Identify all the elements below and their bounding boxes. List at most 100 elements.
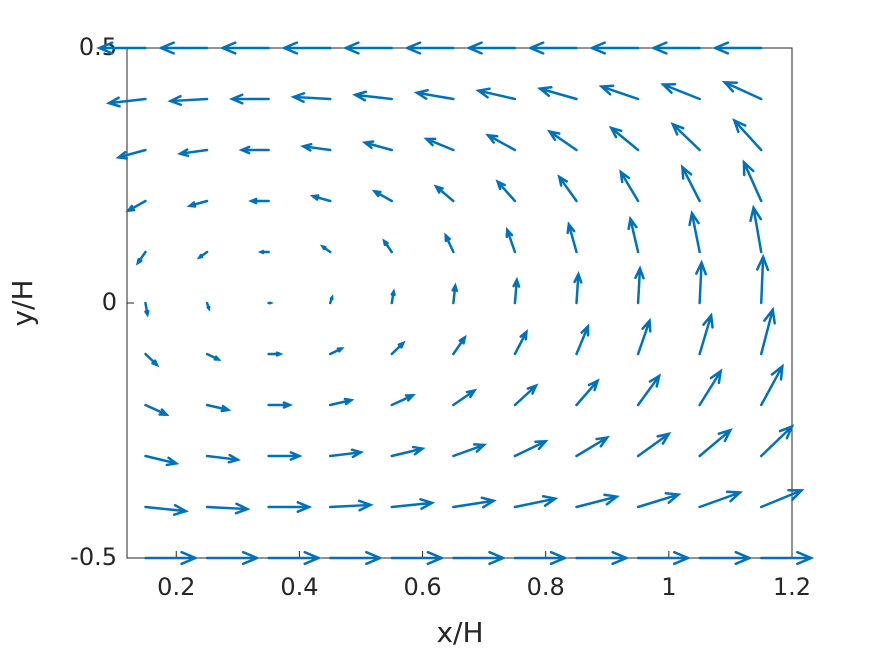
arrow [513, 329, 528, 356]
arrow [390, 445, 426, 458]
plot-area [126, 47, 793, 559]
x-tick-label: 0.8 [527, 573, 565, 601]
arrow [575, 323, 590, 356]
arrow [186, 199, 209, 208]
arrow [557, 174, 578, 203]
arrow [280, 41, 332, 55]
arrow [698, 428, 733, 458]
arrow [452, 334, 467, 356]
arrow [759, 363, 784, 407]
arrow [390, 498, 436, 510]
arrow [759, 424, 795, 458]
arrow [636, 431, 672, 458]
arrow [382, 238, 394, 254]
arrow [309, 194, 332, 203]
arrow [300, 142, 332, 152]
arrow [390, 340, 406, 356]
arrow [698, 490, 743, 509]
arrow [452, 496, 497, 509]
arrow [390, 288, 396, 305]
arrow [144, 550, 199, 566]
arrow [205, 453, 241, 464]
arrow [452, 388, 478, 407]
arrow [634, 265, 645, 305]
arrow [627, 215, 640, 254]
arrow [636, 317, 652, 356]
arrow [452, 443, 488, 458]
arrow [755, 253, 770, 305]
arrow [267, 351, 284, 357]
arrow [536, 85, 578, 101]
arrow [636, 492, 682, 509]
arrow [105, 96, 147, 108]
arrow [698, 312, 714, 356]
arrow [495, 179, 517, 203]
arrow [513, 383, 539, 407]
x-tick-label: 0.4 [280, 573, 318, 601]
arrow [465, 41, 517, 55]
arrow [680, 164, 701, 203]
arrow [527, 41, 578, 55]
arrow [328, 550, 384, 566]
x-tick-label: 0.6 [403, 573, 441, 601]
arrow [115, 148, 147, 160]
arrow [196, 250, 209, 260]
arrow [575, 493, 620, 509]
arrow [390, 393, 416, 407]
arrow [650, 41, 701, 55]
arrow [390, 550, 445, 566]
arrow [205, 403, 232, 413]
arrow [144, 301, 150, 318]
arrow [695, 259, 707, 305]
arrow [742, 159, 763, 203]
arrow [451, 282, 459, 305]
arrow [238, 145, 270, 155]
arrow [505, 226, 517, 254]
arrow [352, 90, 394, 102]
arrow [176, 148, 209, 158]
arrow [157, 41, 209, 55]
arrow [566, 221, 578, 254]
arrow [328, 347, 345, 356]
arrow [144, 352, 160, 368]
arrow [267, 550, 322, 566]
arrow [361, 140, 394, 152]
arrow [328, 499, 374, 512]
arrow [219, 41, 270, 55]
arrow [328, 397, 355, 407]
y-axis-label: y/H [6, 279, 39, 326]
arrow [575, 378, 600, 407]
arrow [371, 189, 394, 203]
arrow [228, 93, 270, 105]
arrow [433, 184, 455, 203]
arrow [546, 129, 578, 152]
arrow [135, 250, 147, 266]
y-tick-label: 0 [102, 288, 117, 316]
arrow [452, 550, 507, 566]
arrow [759, 489, 805, 509]
arrow [205, 550, 261, 566]
arrow [205, 352, 222, 361]
arrow [688, 210, 701, 254]
arrow [598, 84, 640, 101]
arrow [125, 199, 147, 213]
y-tick-label: -0.5 [70, 543, 117, 571]
arrow [404, 41, 455, 55]
arrow [475, 87, 517, 101]
arrow [267, 501, 313, 513]
arrow [660, 82, 701, 101]
arrow [144, 504, 189, 516]
arrow [413, 88, 455, 101]
arrow [711, 41, 763, 55]
arrow [513, 439, 549, 458]
arrow [721, 81, 763, 101]
arrow [573, 270, 583, 305]
arrow [423, 137, 455, 152]
arrow [513, 495, 559, 509]
arrow [575, 550, 630, 566]
arrow [759, 306, 776, 356]
x-axis-label: x/H [436, 616, 483, 649]
arrow [328, 448, 365, 459]
arrow [205, 301, 211, 312]
arrow [444, 232, 455, 254]
